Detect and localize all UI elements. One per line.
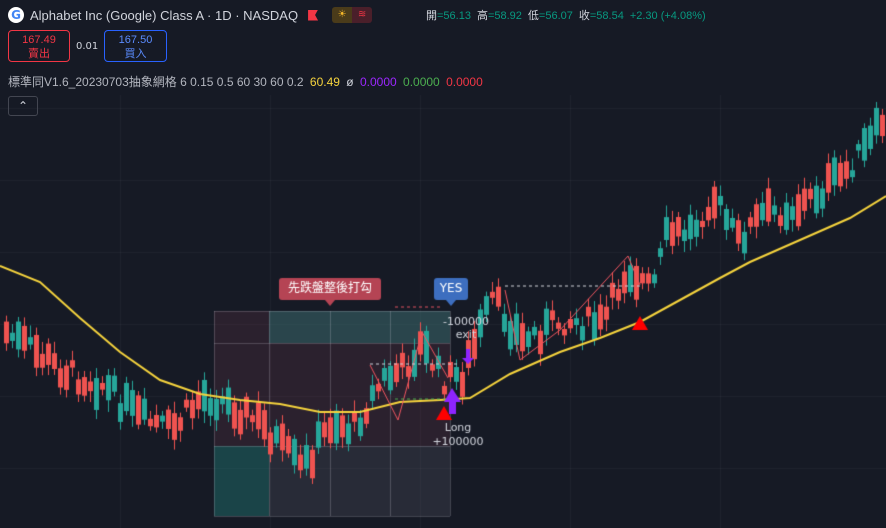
buy-button[interactable]: 167.50 買入 — [104, 30, 167, 62]
symbol-header[interactable]: G Alphabet Inc (Google) Class A · 1D · N… — [8, 5, 373, 25]
spread-value: 0.01 — [76, 41, 99, 52]
flag-icon[interactable] — [308, 9, 319, 21]
indicator-legend[interactable]: 標準同V1.6_20230703抽象網格 6 0.15 0.5 60 30 60… — [8, 75, 483, 89]
symbol-title[interactable]: Alphabet Inc (Google) Class A · 1D · NAS… — [30, 7, 299, 23]
chevron-up-icon[interactable]: ⌃ — [8, 96, 38, 116]
sun-icon: ☀ — [332, 7, 353, 23]
market-status-badge[interactable]: ☀ ≋ — [332, 7, 373, 23]
wave-icon: ≋ — [352, 7, 373, 23]
google-logo-icon: G — [8, 7, 24, 23]
ohlc-readout: 開=56.13 高=58.92 低=56.07 收=58.54 +2.30 (+4.08… — [426, 10, 706, 22]
sell-button[interactable]: 167.49 賣出 — [8, 30, 70, 62]
